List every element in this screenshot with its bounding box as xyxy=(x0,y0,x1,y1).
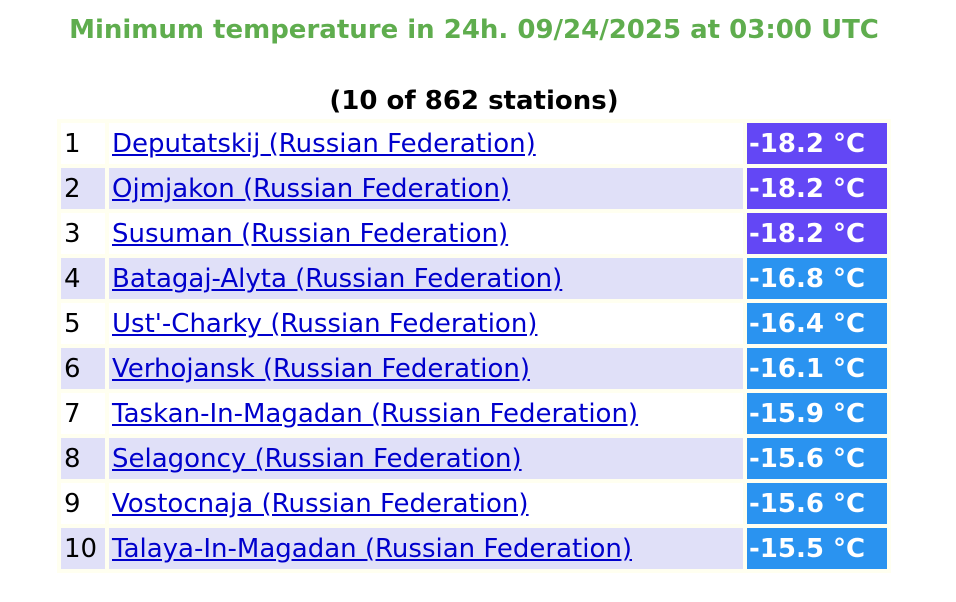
temperature-cell: -15.6 °C xyxy=(747,438,887,479)
station-link[interactable]: Talaya-In-Magadan (Russian Federation) xyxy=(112,533,632,564)
station-cell: Susuman (Russian Federation) xyxy=(109,213,743,254)
rank: 6 xyxy=(61,348,105,389)
table-row: 3 Susuman (Russian Federation) -18.2 °C xyxy=(61,213,887,254)
station-cell: Taskan-In-Magadan (Russian Federation) xyxy=(109,393,743,434)
temperature-cell: -16.1 °C xyxy=(747,348,887,389)
station-cell: Verhojansk (Russian Federation) xyxy=(109,348,743,389)
table-row: 9 Vostocnaja (Russian Federation) -15.6 … xyxy=(61,483,887,524)
table-row: 10 Talaya-In-Magadan (Russian Federation… xyxy=(61,528,887,569)
station-cell: Batagaj-Alyta (Russian Federation) xyxy=(109,258,743,299)
temperature-cell: -18.2 °C xyxy=(747,123,887,164)
rank: 7 xyxy=(61,393,105,434)
rank: 3 xyxy=(61,213,105,254)
station-link[interactable]: Deputatskij (Russian Federation) xyxy=(112,128,536,159)
station-cell: Deputatskij (Russian Federation) xyxy=(109,123,743,164)
table-row: 8 Selagoncy (Russian Federation) -15.6 °… xyxy=(61,438,887,479)
station-cell: Ojmjakon (Russian Federation) xyxy=(109,168,743,209)
temperature-cell: -18.2 °C xyxy=(747,213,887,254)
temperature-cell: -15.5 °C xyxy=(747,528,887,569)
page-title: Minimum temperature in 24h. 09/24/2025 a… xyxy=(69,15,879,45)
station-link[interactable]: Ojmjakon (Russian Federation) xyxy=(112,173,511,204)
temperature-cell: -15.9 °C xyxy=(747,393,887,434)
station-link[interactable]: Verhojansk (Russian Federation) xyxy=(112,353,530,384)
temperature-cell: -16.4 °C xyxy=(747,303,887,344)
station-link[interactable]: Batagaj-Alyta (Russian Federation) xyxy=(112,263,563,294)
rank: 1 xyxy=(61,123,105,164)
rank: 2 xyxy=(61,168,105,209)
station-count: (10 of 862 stations) xyxy=(329,86,619,116)
station-cell: Ust'-Charky (Russian Federation) xyxy=(109,303,743,344)
station-link[interactable]: Selagoncy (Russian Federation) xyxy=(112,443,522,474)
rank: 9 xyxy=(61,483,105,524)
station-cell: Talaya-In-Magadan (Russian Federation) xyxy=(109,528,743,569)
station-link[interactable]: Ust'-Charky (Russian Federation) xyxy=(112,308,538,339)
station-cell: Selagoncy (Russian Federation) xyxy=(109,438,743,479)
table-row: 7 Taskan-In-Magadan (Russian Federation)… xyxy=(61,393,887,434)
station-link[interactable]: Taskan-In-Magadan (Russian Federation) xyxy=(112,398,639,429)
table-row: 6 Verhojansk (Russian Federation) -16.1 … xyxy=(61,348,887,389)
ranking-table: 1 Deputatskij (Russian Federation) -18.2… xyxy=(57,119,891,573)
table-row: 1 Deputatskij (Russian Federation) -18.2… xyxy=(61,123,887,164)
rank: 4 xyxy=(61,258,105,299)
table-row: 2 Ojmjakon (Russian Federation) -18.2 °C xyxy=(61,168,887,209)
table-row: 5 Ust'-Charky (Russian Federation) -16.4… xyxy=(61,303,887,344)
table-row: 4 Batagaj-Alyta (Russian Federation) -16… xyxy=(61,258,887,299)
rank: 5 xyxy=(61,303,105,344)
temperature-cell: -16.8 °C xyxy=(747,258,887,299)
station-link[interactable]: Susuman (Russian Federation) xyxy=(112,218,509,249)
temperature-cell: -15.6 °C xyxy=(747,483,887,524)
rank: 10 xyxy=(61,528,105,569)
station-cell: Vostocnaja (Russian Federation) xyxy=(109,483,743,524)
rank: 8 xyxy=(61,438,105,479)
station-link[interactable]: Vostocnaja (Russian Federation) xyxy=(112,488,529,519)
temperature-cell: -18.2 °C xyxy=(747,168,887,209)
